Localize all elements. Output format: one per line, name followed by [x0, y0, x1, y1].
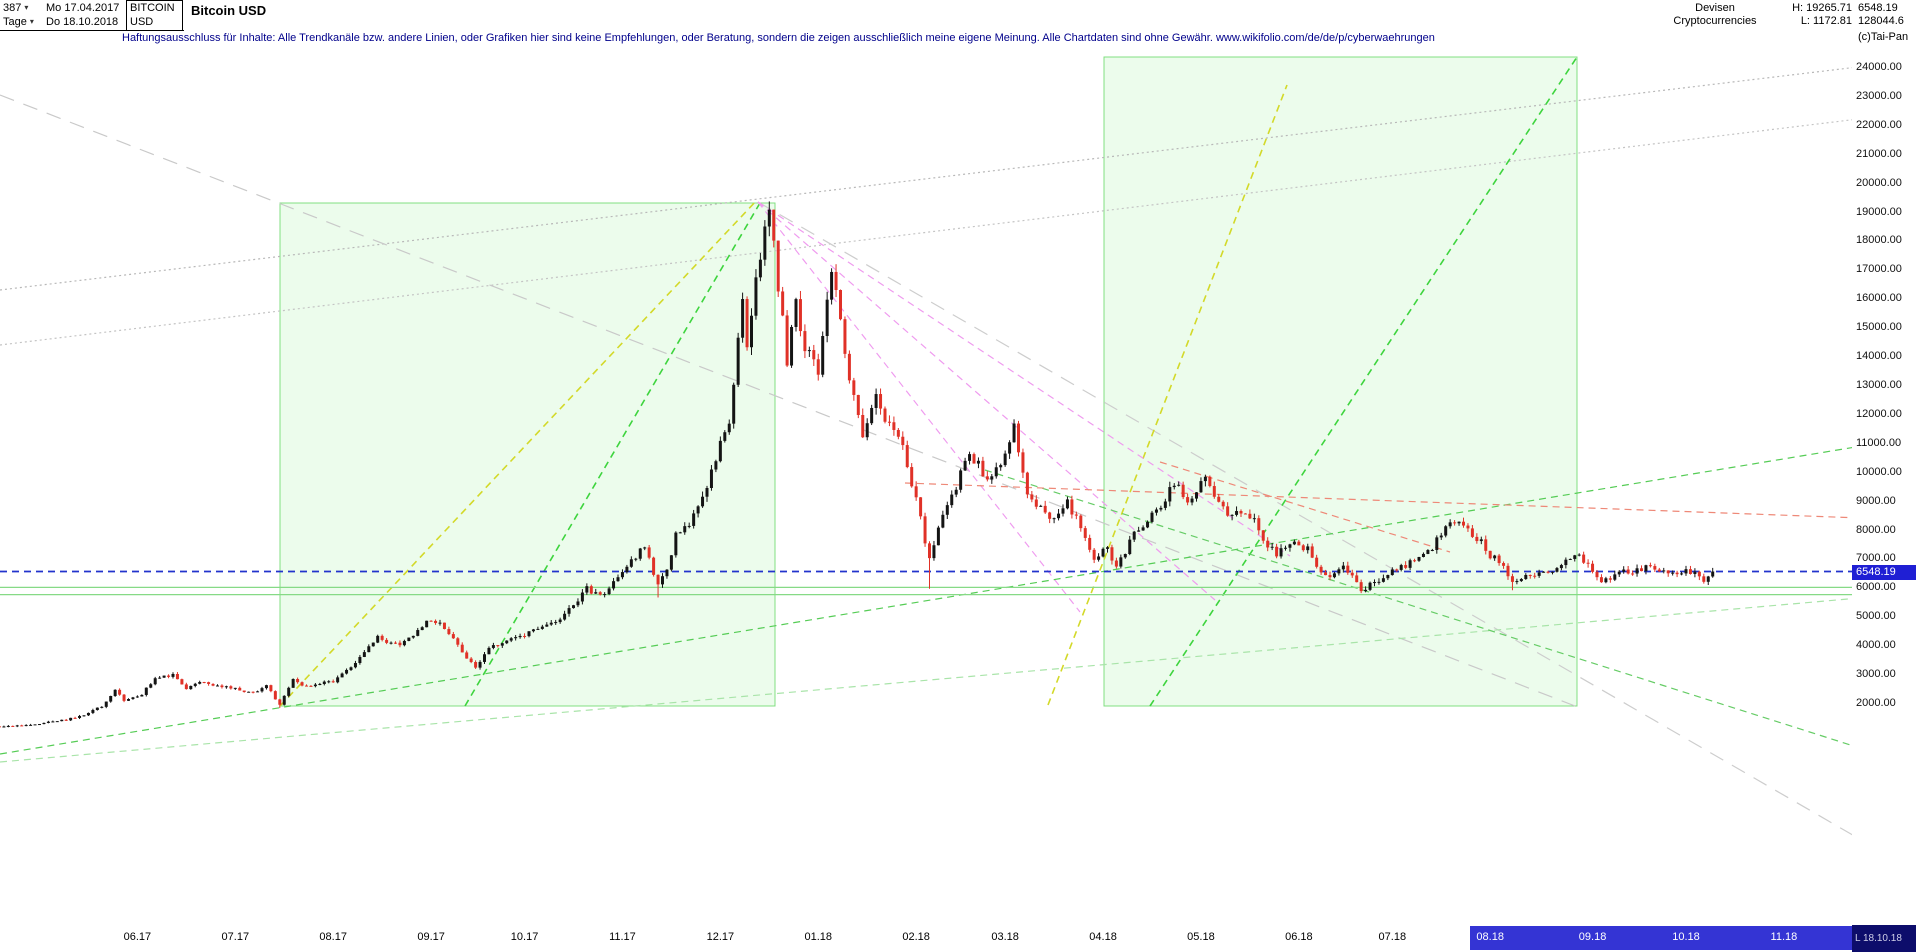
time-tick-label: 12.17	[706, 931, 735, 943]
time-tick-label: 11.18	[1770, 931, 1798, 943]
price-tick-label: 19000.00	[1856, 205, 1902, 218]
price-tick-label: 18000.00	[1856, 234, 1902, 247]
high-low-block: H: 19265.71 L: 1172.81	[1770, 2, 1852, 28]
instrument-category: Devisen Cryptocurrencies	[1640, 2, 1790, 28]
price-tick-label: 20000.00	[1856, 176, 1902, 189]
time-tick-label: 06.17	[123, 931, 152, 943]
price-tick-label: 11000.00	[1856, 436, 1902, 449]
header-bar: 387 ▾ Tage ▾ Mo 17.04.2017 Do 18.10.2018 B…	[0, 0, 1916, 46]
price-tick-label: 7000.00	[1856, 552, 1896, 565]
price-tick-label: 17000.00	[1856, 263, 1902, 276]
price-tick-label: 4000.00	[1856, 639, 1896, 652]
symbol-currency: USD	[130, 16, 154, 28]
time-tick-label: 07.17	[221, 931, 250, 943]
header-divider	[0, 30, 184, 31]
time-axis[interactable]: 06.17 07.17 08.17 09.17 10.17 11.17 12.17 01.18…	[0, 925, 1852, 952]
category-line2: Cryptocurrencies	[1673, 15, 1757, 27]
disclaimer-text: Haftungsausschluss für Inhalte: Alle Tre…	[122, 32, 1435, 44]
time-tick-label: 10.17	[510, 931, 539, 943]
green-resistance-desc	[984, 469, 1861, 749]
bar-count-value: 387	[3, 2, 22, 14]
price-tick-label: 13000.00	[1856, 378, 1902, 391]
header-volume: 128044.6	[1858, 15, 1904, 27]
chevron-down-icon: ▾	[24, 3, 29, 12]
price-tick-label: 22000.00	[1856, 118, 1902, 131]
time-tick-label: 11.17	[609, 931, 636, 943]
chart-title: Bitcoin USD	[191, 3, 267, 18]
time-tick-label: 10.18	[1672, 931, 1700, 943]
price-tick-label: 2000.00	[1856, 696, 1896, 709]
candles	[0, 201, 1715, 728]
magenta-fan-3	[757, 201, 1081, 613]
chevron-down-icon: ▾	[29, 17, 34, 26]
last-price-tag: 6548.19	[1852, 564, 1916, 580]
time-tick-label: 03.18	[991, 931, 1019, 943]
price-tick-label: 9000.00	[1856, 494, 1896, 507]
period-cell: 387 ▾ Tage ▾	[3, 1, 34, 29]
time-tick-label: 02.18	[902, 931, 930, 943]
yellow-trend-2017	[279, 199, 758, 707]
symbol-box[interactable]: BITCOIN USD	[126, 0, 183, 31]
date-from-field[interactable]: Mo 17.04.2017	[46, 2, 120, 14]
time-tick-label: 09.17	[417, 931, 445, 943]
period-dropdown[interactable]: Tage ▾	[3, 15, 34, 29]
time-tick-label: 08.18	[1476, 931, 1504, 943]
gray-longdash-down-1	[0, 94, 1576, 707]
period-value: Tage	[3, 16, 27, 28]
red-resistance-2	[1159, 461, 1451, 553]
price-tick-label: 23000.00	[1856, 89, 1902, 102]
header-last-price: 6548.19	[1858, 2, 1898, 14]
time-axis-corner-cell: L 18.10.18	[1852, 925, 1916, 952]
time-tick-label: 06.18	[1285, 931, 1313, 943]
green-trend-2018	[1149, 56, 1578, 707]
time-axis-highlight	[1470, 926, 1852, 950]
green-trend-2017	[464, 202, 761, 707]
time-tick-label: 05.18	[1187, 931, 1215, 943]
time-tick-label: 07.18	[1378, 931, 1407, 943]
green-support-rising-2	[0, 592, 1916, 763]
price-volume-block: 6548.19 128044.6	[1858, 2, 1916, 28]
price-tick-label: 15000.00	[1856, 321, 1902, 334]
price-tick-label: 8000.00	[1856, 523, 1896, 536]
price-tick-label: 14000.00	[1856, 350, 1902, 363]
time-tick-label: 09.18	[1578, 931, 1607, 943]
bar-count-dropdown[interactable]: 387 ▾	[3, 1, 34, 15]
period-high-label: H: 19265.71	[1792, 2, 1852, 14]
last-date-label: L 18.10.18	[1855, 933, 1902, 944]
symbol-name: BITCOIN	[130, 2, 175, 14]
dotted-trend-lower	[0, 111, 1916, 346]
copyright-label: (c)Tai-Pan	[1858, 31, 1909, 43]
date-to-field[interactable]: Do 18.10.2018	[46, 16, 119, 28]
price-tick-label: 16000.00	[1856, 292, 1902, 305]
magenta-fan-2	[757, 201, 1216, 601]
price-tick-label: 5000.00	[1856, 610, 1896, 623]
yellow-trend-2018	[1047, 84, 1288, 706]
price-tick-label: 12000.00	[1856, 407, 1902, 420]
trend-box-2017	[279, 202, 776, 707]
time-tick-label: 04.18	[1089, 931, 1117, 943]
price-tick-label: 21000.00	[1856, 147, 1902, 160]
red-resistance-1	[904, 482, 1916, 521]
date-range-cell: Mo 17.04.2017 Do 18.10.2018	[46, 1, 119, 29]
time-tick-label: 01.18	[804, 931, 833, 943]
price-tick-label: 3000.00	[1856, 668, 1896, 681]
magenta-fan-1	[757, 201, 1291, 557]
period-low-label: L: 1172.81	[1800, 15, 1852, 27]
category-line1: Devisen	[1695, 2, 1735, 14]
trend-box-2018	[1103, 56, 1578, 707]
price-tick-label: 24000.00	[1856, 61, 1902, 73]
last-price-tag-value: 6548.19	[1856, 565, 1896, 578]
time-tick-label: 08.17	[319, 931, 347, 943]
price-axis[interactable]: 24000.00 23000.00 22000.00 21000.00 20000.00…	[1852, 46, 1916, 952]
price-tick-label: 6000.00	[1856, 581, 1896, 594]
gray-longdash-down-2	[757, 201, 1871, 846]
price-tick-label: 10000.00	[1856, 465, 1902, 478]
dotted-trend-upper	[0, 59, 1916, 291]
